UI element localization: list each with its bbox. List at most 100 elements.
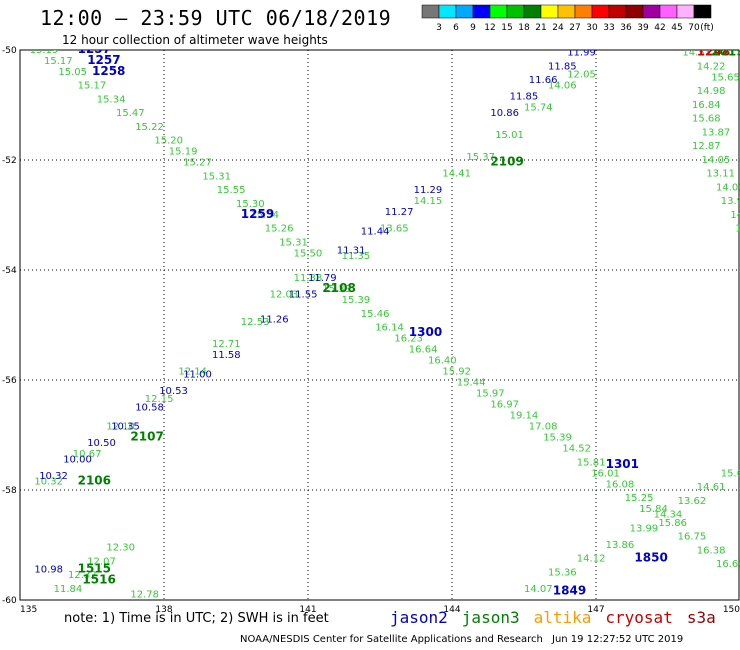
wave-height-label: 15.81	[577, 457, 606, 468]
pass-time-label: 1258	[92, 64, 125, 78]
wave-height-label: 15.86	[658, 518, 687, 529]
pass-time-label: 1850	[634, 551, 667, 565]
wave-height-label: 15.25	[625, 493, 654, 504]
x-tick-label: 135	[20, 605, 37, 615]
scale-swatch	[693, 4, 712, 19]
wave-height-label: 12.03	[270, 290, 299, 301]
plot-frame	[19, 49, 740, 601]
wave-height-label: 14.61	[697, 482, 726, 493]
pass-time-label: 1515	[78, 562, 111, 576]
wave-height-label: 13.62	[678, 496, 707, 507]
wave-height-label: 19.14	[510, 411, 539, 422]
wave-height-label: 17.08	[529, 422, 558, 433]
wave-height-label: 15.27	[183, 158, 212, 169]
y-tick-label: -54	[2, 266, 17, 276]
x-tick-label: 138	[155, 605, 172, 615]
wave-height-label: 11.31	[337, 246, 366, 257]
wave-height-label: 11.85	[510, 92, 539, 103]
wave-height-label: 15.20	[154, 136, 183, 147]
wave-height-label: 12.07	[87, 556, 116, 567]
wave-height-label: 15.68	[692, 114, 721, 125]
wave-height-label: 12.53	[241, 317, 270, 328]
pass-time-label: 1248	[697, 45, 730, 59]
scale-tick-label: 15	[501, 23, 512, 33]
wave-height-label: 11.85	[548, 61, 577, 72]
wave-height-label: 14.12	[577, 554, 606, 565]
wave-height-label: 12.30	[106, 543, 135, 554]
wave-height-label: 11.38	[294, 273, 323, 284]
wave-height-label: 14.11	[730, 210, 740, 221]
wave-height-label: 16.84	[692, 100, 721, 111]
scale-tick-label: 6	[453, 23, 459, 33]
wave-height-label: 15.97	[476, 389, 505, 400]
wave-height-label: 11.26	[260, 314, 289, 325]
scale-tick-label: 21	[535, 23, 546, 33]
pass-time-label: 1849	[553, 584, 586, 598]
legend-item-jason2: jason2	[390, 608, 448, 627]
wave-height-label: 11.66	[529, 75, 558, 86]
wave-height-label: 15.30	[236, 199, 265, 210]
wave-height-label: 15.55	[217, 185, 246, 196]
wave-height-label: 11.58	[212, 350, 241, 361]
wave-height-label: 11.55	[289, 290, 318, 301]
wave-height-label: 15.19	[30, 45, 59, 56]
wave-height-label: 15.05	[58, 67, 87, 78]
wave-height-label: 11.29	[414, 185, 443, 196]
wave-height-label: 11.35	[342, 251, 371, 262]
wave-height-label: 10.35	[111, 422, 140, 433]
scale-tick-label: 36	[620, 23, 632, 33]
x-tick-label: 150	[723, 605, 740, 615]
wave-height-label: 13.65	[380, 224, 409, 235]
wave-height-label: 16.75	[678, 532, 707, 543]
wave-height-label: 14.21	[735, 224, 740, 235]
wave-height-label: 13.99	[630, 523, 659, 534]
map-title: 12:00 – 23:59 UTC 06/18/2019	[40, 6, 392, 30]
pass-time-label: 2019	[711, 45, 740, 59]
scale-tick-label: 3	[436, 23, 442, 33]
wave-height-label: 13.96	[721, 196, 740, 207]
wave-height-label: 10.86	[490, 108, 519, 119]
wave-height-label: 15.22	[135, 122, 164, 133]
legend-item-jason3: jason3	[461, 608, 520, 627]
wave-height-label: 10.53	[159, 386, 188, 397]
wave-height-label: 14.15	[414, 196, 443, 207]
wave-height-label: 16.08	[606, 479, 635, 490]
pass-time-label: 1516	[82, 573, 115, 587]
wave-height-label: 14.34	[654, 510, 683, 521]
x-tick-label: 141	[299, 605, 316, 615]
wave-height-label: 15.26	[265, 224, 294, 235]
wave-height-label: 11.27	[385, 207, 414, 218]
scale-tick-label: 12	[484, 23, 495, 33]
wave-height-color-scale: 3 6 9 12 15 18 21 24 27 30 33 36 39 42 45 70 (ft)	[421, 4, 714, 33]
wave-height-label: 16.23	[394, 334, 423, 345]
wave-height-label: 14.06	[548, 81, 577, 92]
wave-height-label: 10.32	[34, 477, 63, 488]
wave-height-label: 11.99	[567, 48, 596, 59]
wave-height-label: 14.53	[682, 48, 711, 59]
wave-height-label: 13.11	[706, 169, 735, 180]
wave-height-label: 16.66	[716, 559, 740, 570]
credit-text: NOAA/NESDIS Center for Satellite Applica…	[240, 634, 543, 645]
wave-height-label: 11.84	[54, 584, 83, 595]
pass-time-label: 2109	[490, 155, 523, 169]
pass-time-label: 2107	[130, 430, 163, 444]
wave-height-label: 12.71	[212, 339, 241, 350]
wave-height-label: 16.64	[409, 345, 438, 356]
wave-height-label: 16.01	[591, 468, 620, 479]
wave-height-label: 15.66	[721, 468, 740, 479]
pass-time-label: 2106	[78, 474, 111, 488]
wave-height-label: 10.50	[87, 438, 116, 449]
wave-height-label: 15.34	[97, 94, 126, 105]
wave-height-label: 12.10	[106, 422, 135, 433]
scale-tick-label: 33	[603, 23, 614, 33]
map-subtitle: 12 hour collection of altimeter wave hei…	[62, 33, 328, 47]
wave-height-label: 15.31	[279, 237, 308, 248]
wave-height-label: 15.33	[322, 284, 351, 295]
wave-height-label: 15.17	[78, 81, 107, 92]
wave-height-label: 15.39	[342, 295, 371, 306]
wave-height-label: 10.67	[73, 449, 102, 460]
scale-tick-label: 18	[518, 23, 530, 33]
wave-height-label: 15.47	[116, 108, 145, 119]
legend-item-altika: altika	[533, 608, 592, 627]
